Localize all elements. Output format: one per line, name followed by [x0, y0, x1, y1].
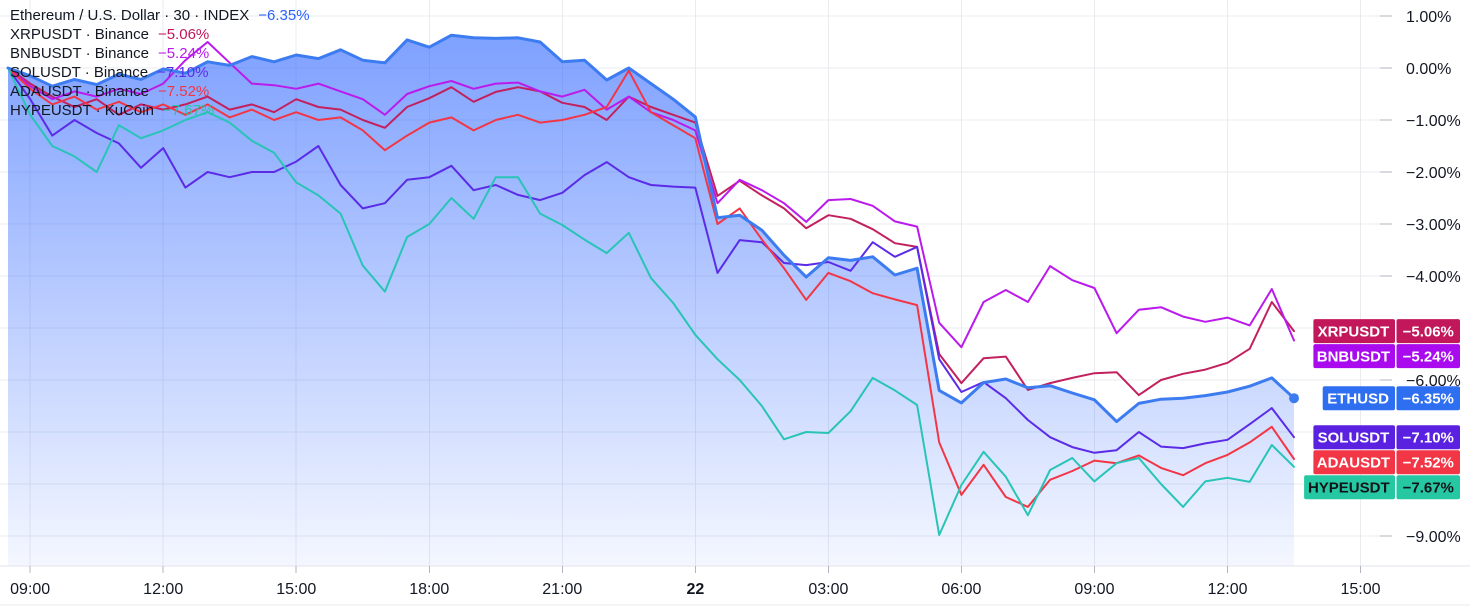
badge-symbol-bg [1313, 450, 1395, 475]
badge-value-bg [1396, 475, 1460, 500]
x-axis-label: 12:00 [143, 581, 183, 598]
badge-symbol-bg [1322, 386, 1395, 411]
badge-value-bg [1396, 319, 1460, 344]
eth-area-fill [8, 35, 1294, 566]
price-badge-ada[interactable]: ADAUSDT −7.52% [1313, 450, 1460, 475]
price-badge-xrp[interactable]: XRPUSDT −5.06% [1313, 319, 1460, 344]
y-axis-label: −4.00% [1406, 269, 1461, 286]
series-line-sol[interactable] [7, 67, 1295, 454]
badge-value-text: −7.67% [1403, 480, 1454, 497]
legend-change-value: −6.35% [258, 7, 310, 24]
series-line-ada[interactable] [7, 67, 1295, 508]
badge-value-text: −5.24% [1403, 349, 1454, 366]
y-axis-label: −3.00% [1406, 217, 1461, 234]
legend-item-ada[interactable]: ADAUSDT · Binance −7.52% [10, 82, 310, 101]
x-axis-label: 15:00 [1340, 581, 1380, 598]
legend-item-hype[interactable]: HYPEUSDT · KuCoin −7.67% [10, 101, 310, 120]
x-axis-label: 22 [686, 581, 704, 598]
price-badge-eth[interactable]: ETHUSD −6.35% [1322, 386, 1460, 411]
badge-value-bg [1396, 344, 1460, 369]
badge-value-text: −5.06% [1403, 324, 1454, 341]
y-axis-label: −9.00% [1406, 529, 1461, 546]
series-line-hype[interactable] [7, 67, 1295, 536]
legend-change-value: −5.24% [157, 45, 210, 62]
y-axis-label: 0.00% [1406, 61, 1451, 78]
badge-symbol-bg [1313, 425, 1395, 450]
badge-value-bg [1396, 450, 1460, 475]
price-badge-bnb[interactable]: BNBUSDT −5.24% [1313, 344, 1460, 369]
badge-symbol-bg [1304, 475, 1395, 500]
legend-item-xrp[interactable]: XRPUSDT · Binance −5.06% [10, 25, 310, 44]
y-axis-label: 1.00% [1406, 9, 1451, 26]
legend-change-value: −7.52% [157, 83, 210, 100]
legend-symbol: HYPEUSDT · KuCoin [10, 102, 154, 119]
badge-symbol-text: SOLUSDT [1318, 430, 1390, 447]
legend-symbol: SOLUSDT · Binance [10, 64, 149, 81]
x-axis-label: 18:00 [409, 581, 449, 598]
x-axis-label: 12:00 [1207, 581, 1247, 598]
badge-symbol-text: ADAUSDT [1317, 455, 1390, 472]
badge-symbol-bg [1313, 319, 1395, 344]
x-axis-label: 09:00 [1074, 581, 1114, 598]
y-axis-label: −2.00% [1406, 165, 1461, 182]
x-axis-label: 03:00 [808, 581, 848, 598]
badge-value-text: −6.35% [1403, 391, 1454, 408]
badge-symbol-text: ETHUSD [1327, 391, 1389, 408]
x-axis-label: 09:00 [10, 581, 50, 598]
badge-value-text: −7.10% [1403, 430, 1454, 447]
badge-symbol-text: HYPEUSDT [1308, 480, 1390, 497]
series-line-eth[interactable] [6, 33, 1296, 424]
price-badge-hype[interactable]: HYPEUSDT −7.67% [1304, 475, 1460, 500]
x-axis-label: 15:00 [276, 581, 316, 598]
badge-symbol-text: XRPUSDT [1318, 324, 1390, 341]
badge-value-bg [1396, 425, 1460, 450]
legend-item-sol[interactable]: SOLUSDT · Binance −7.10% [10, 63, 310, 82]
y-axis-label: −1.00% [1406, 113, 1461, 130]
legend-symbol: Ethereum / U.S. Dollar · 30 · INDEX [10, 7, 250, 24]
price-badge-sol[interactable]: SOLUSDT −7.10% [1313, 425, 1460, 450]
series-line-xrp[interactable] [7, 67, 1295, 397]
badge-symbol-text: BNBUSDT [1317, 349, 1390, 366]
chart-legend: Ethereum / U.S. Dollar · 30 · INDEX −6.35… [10, 6, 310, 120]
legend-symbol: ADAUSDT · Binance [10, 83, 149, 100]
eth-last-price-dot [1289, 393, 1299, 404]
x-axis-label: 06:00 [941, 581, 981, 598]
legend-symbol: XRPUSDT · Binance [10, 26, 149, 43]
legend-change-value: −5.06% [157, 26, 210, 43]
y-axis-label: −6.00% [1406, 373, 1461, 390]
badge-symbol-bg [1313, 344, 1395, 369]
x-axis-label: 21:00 [542, 581, 582, 598]
legend-change-value: −7.67% [162, 102, 215, 119]
legend-item-eth[interactable]: Ethereum / U.S. Dollar · 30 · INDEX −6.35… [10, 6, 310, 25]
legend-symbol: BNBUSDT · Binance [10, 45, 149, 62]
badge-value-text: −7.52% [1403, 455, 1454, 472]
badge-value-bg [1396, 386, 1460, 411]
legend-change-value: −7.10% [157, 64, 209, 81]
legend-item-bnb[interactable]: BNBUSDT · Binance −5.24% [10, 44, 310, 63]
